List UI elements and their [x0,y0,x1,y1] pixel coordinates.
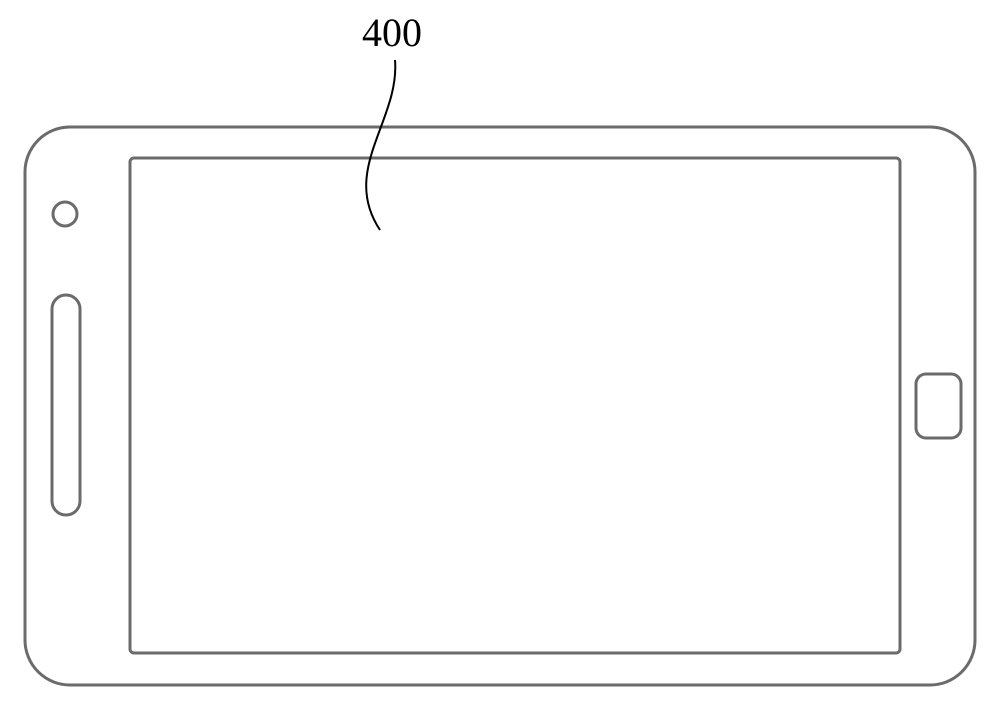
patent-diagram: 400 [0,0,1000,714]
camera-icon [53,202,77,226]
reference-label: 400 [362,10,422,55]
speaker-slot [52,295,80,515]
home-button [916,374,961,438]
device-screen [130,158,900,653]
